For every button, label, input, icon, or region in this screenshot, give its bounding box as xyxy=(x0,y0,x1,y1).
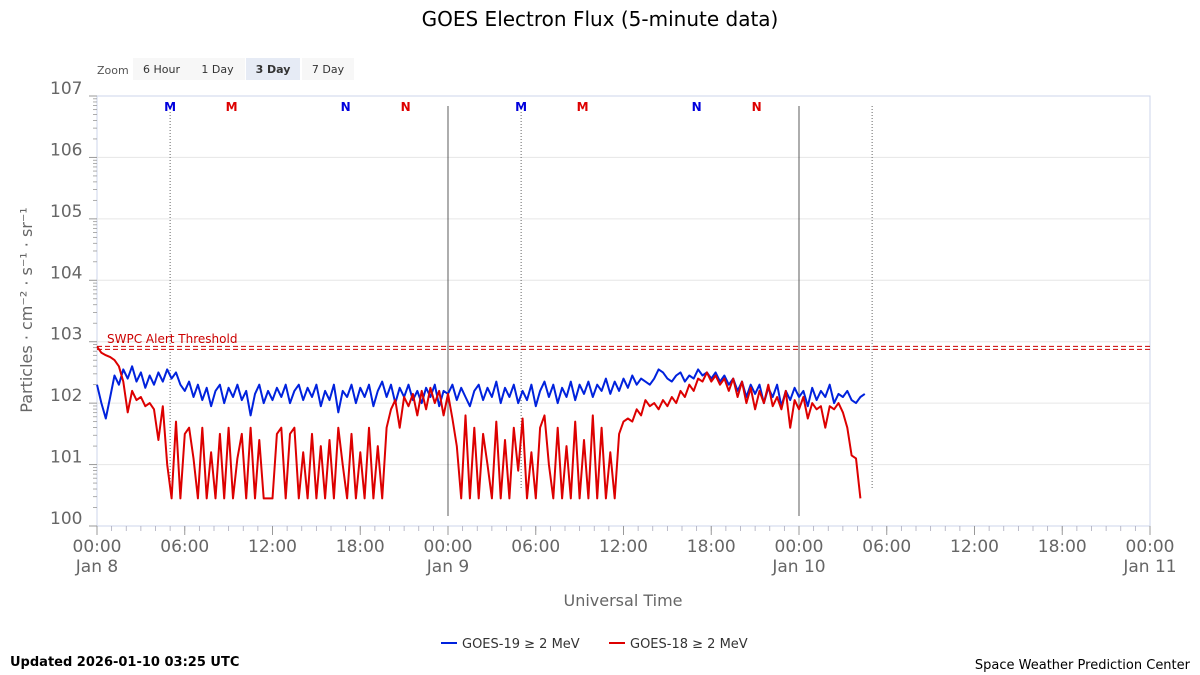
y-tick-exponent: 3 xyxy=(72,325,83,345)
x-tick-time: 18:00 xyxy=(336,537,385,557)
y-tick-exponent: 0 xyxy=(72,509,83,529)
y-tick-base: 10 xyxy=(50,202,72,222)
credit-text: Space Weather Prediction Center xyxy=(975,658,1191,673)
y-tick-label: 101 xyxy=(50,448,82,468)
local-time-marker: M xyxy=(226,100,238,114)
y-tick-exponent: 7 xyxy=(72,79,83,99)
legend-item-goes-18[interactable]: GOES-18 ≥ 2 MeV xyxy=(609,637,748,652)
y-tick-base: 10 xyxy=(50,386,72,406)
x-tick-time: 12:00 xyxy=(950,537,999,557)
y-tick-label: 100 xyxy=(50,509,82,529)
x-axis-title: Universal Time xyxy=(563,591,682,610)
y-tick-base: 10 xyxy=(50,448,72,468)
y-tick-base: 10 xyxy=(50,263,72,283)
y-tick-exponent: 4 xyxy=(72,263,83,283)
y-tick-exponent: 2 xyxy=(72,386,83,406)
x-tick-time: 00:00 xyxy=(1126,537,1175,557)
x-tick-date: Jan 9 xyxy=(426,557,469,577)
updated-timestamp: Updated 2026-01-10 03:25 UTC xyxy=(10,655,239,670)
y-tick-label: 103 xyxy=(50,325,82,345)
legend: GOES-19 ≥ 2 MeV GOES-18 ≥ 2 MeV xyxy=(441,637,748,652)
x-tick-time: 12:00 xyxy=(599,537,648,557)
zoom-button-bg xyxy=(246,58,300,80)
y-tick-label: 105 xyxy=(50,202,82,222)
chart-title: GOES Electron Flux (5-minute data) xyxy=(422,7,779,31)
alert-threshold: SWPC Alert Threshold xyxy=(97,332,1150,350)
zoom-label: Zoom xyxy=(97,64,129,77)
x-tick-time: 12:00 xyxy=(248,537,297,557)
x-tick-time: 06:00 xyxy=(160,537,209,557)
y-tick-label: 104 xyxy=(50,263,82,283)
zoom-button-7-day[interactable]: 7 Day xyxy=(302,58,354,80)
zoom-button-1-day[interactable]: 1 Day xyxy=(190,58,245,80)
x-tick-date: Jan 8 xyxy=(75,557,118,577)
legend-item-goes-19[interactable]: GOES-19 ≥ 2 MeV xyxy=(441,637,580,652)
grid xyxy=(96,95,1151,527)
zoom-button-label: 3 Day xyxy=(256,63,291,76)
series-lines xyxy=(96,346,866,500)
x-tick-time: 00:00 xyxy=(424,537,473,557)
y-tick-base: 10 xyxy=(50,509,72,529)
legend-label: GOES-18 ≥ 2 MeV xyxy=(630,637,748,652)
y-tick-exponent: 1 xyxy=(72,448,83,468)
local-time-marker: N xyxy=(401,100,411,114)
zoom-button-label: 6 Hour xyxy=(143,63,180,76)
zoom-button-bg xyxy=(133,58,190,80)
x-tick-time: 06:00 xyxy=(862,537,911,557)
local-time-marker: N xyxy=(341,100,351,114)
zoom-control: Zoom 6 Hour 1 Day 3 Day 7 Day xyxy=(97,58,354,80)
y-tick-label: 106 xyxy=(50,140,82,160)
y-tick-exponent: 5 xyxy=(72,202,83,222)
threshold-label: SWPC Alert Threshold xyxy=(107,332,237,346)
local-time-marker: N xyxy=(692,100,702,114)
y-axis-title: Particles · cm⁻² · s⁻¹ · sr⁻¹ xyxy=(17,207,36,412)
zoom-button-bg xyxy=(302,58,354,80)
y-tick-base: 10 xyxy=(50,325,72,345)
y-tick-base: 10 xyxy=(50,140,72,160)
y-tick-base: 10 xyxy=(50,79,72,99)
legend-label: GOES-19 ≥ 2 MeV xyxy=(462,637,580,652)
y-tick-exponent: 6 xyxy=(72,140,83,160)
y-tick-label: 102 xyxy=(50,386,82,406)
x-tick-time: 18:00 xyxy=(1038,537,1087,557)
zoom-button-bg xyxy=(190,58,245,80)
x-tick-time: 00:00 xyxy=(775,537,824,557)
zoom-button-label: 1 Day xyxy=(201,63,234,76)
plot-border xyxy=(96,95,1151,527)
local-time-marker: M xyxy=(515,100,527,114)
x-tick-date: Jan 10 xyxy=(771,557,825,577)
local-time-marker: N xyxy=(752,100,762,114)
series-line-goes-18 xyxy=(96,346,862,500)
zoom-button-6-hour[interactable]: 6 Hour xyxy=(133,58,190,80)
x-tick-time: 00:00 xyxy=(73,537,122,557)
zoom-button-3-day[interactable]: 3 Day xyxy=(246,58,300,80)
x-tick-time: 06:00 xyxy=(511,537,560,557)
local-time-marker: M xyxy=(577,100,589,114)
series-line-goes-19 xyxy=(96,365,866,420)
y-tick-label: 107 xyxy=(50,79,82,99)
local-time-marker: M xyxy=(164,100,176,114)
x-tick-time: 18:00 xyxy=(687,537,736,557)
zoom-button-label: 7 Day xyxy=(312,63,345,76)
time-reference-lines xyxy=(169,106,873,516)
x-tick-date: Jan 11 xyxy=(1122,557,1176,577)
